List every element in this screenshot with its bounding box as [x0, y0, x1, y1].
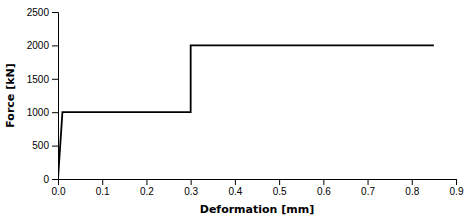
line — [58, 45, 434, 179]
x-tick: 0.8 — [405, 179, 419, 197]
x-tick: 0.3 — [184, 179, 198, 197]
x-tick-label: 0.0 — [52, 186, 66, 197]
x-tick: 0.2 — [140, 179, 154, 197]
y-tick: 500 — [32, 140, 58, 151]
y-tick-mark — [52, 12, 58, 13]
y-tick-mark — [52, 79, 58, 80]
y-tick-label: 2500 — [27, 7, 50, 18]
x-tick-mark — [323, 179, 324, 185]
x-tick: 0.5 — [273, 179, 287, 197]
x-tick-label: 0.3 — [184, 186, 198, 197]
x-axis-line — [59, 180, 457, 186]
y-tick-label: 500 — [32, 140, 49, 151]
x-tick: 0.9 — [450, 179, 464, 197]
x-tick-label: 0.7 — [361, 186, 375, 197]
y-tick-label: 1000 — [27, 107, 50, 118]
x-tick-label: 0.9 — [450, 186, 464, 197]
x-tick-mark — [146, 179, 147, 185]
y-tick-label: 1500 — [27, 74, 50, 85]
y-tick: 2500 — [27, 7, 58, 18]
x-tick: 0.6 — [317, 179, 331, 197]
marks — [58, 45, 434, 179]
x-tick-label: 0.1 — [96, 186, 110, 197]
x-tick-label: 0.6 — [317, 186, 331, 197]
x-tick-mark — [368, 179, 369, 185]
y-tick-mark — [52, 112, 58, 113]
x-tick-mark — [191, 179, 192, 185]
y-axis-line — [52, 13, 59, 180]
x-tick-mark — [102, 179, 103, 185]
y-tick: 1000 — [27, 107, 58, 118]
x-tick-label: 0.8 — [405, 186, 419, 197]
x-tick: 0.7 — [361, 179, 375, 197]
y-tick: 1500 — [27, 74, 58, 85]
y-tick-mark — [52, 45, 58, 46]
x-tick-mark — [456, 179, 457, 185]
x-axis: 0.0 0.1 0.2 0.3 0.4 0.5 0.6 0.7 0.8 0.9 — [52, 179, 464, 197]
y-tick-mark — [52, 146, 58, 147]
chart: 0.0 0.1 0.2 0.3 0.4 0.5 0.6 0.7 0.8 0.9 0 500 1000 15… — [0, 0, 474, 219]
x-tick-label: 0.5 — [273, 186, 287, 197]
x-tick-label: 0.2 — [140, 186, 154, 197]
x-tick-mark — [412, 179, 413, 185]
plot: 0.0 0.1 0.2 0.3 0.4 0.5 0.6 0.7 0.8 0.9 0 500 1000 15… — [27, 7, 464, 197]
y-tick: 0 — [43, 174, 58, 185]
x-axis-title: Deformation [mm] — [200, 203, 314, 216]
x-tick-mark — [235, 179, 236, 185]
x-tick: 0.4 — [228, 179, 242, 197]
x-tick: 0.0 — [52, 179, 66, 197]
x-tick: 0.1 — [96, 179, 110, 197]
x-tick-label: 0.4 — [228, 186, 242, 197]
x-tick-mark — [279, 179, 280, 185]
y-tick: 2000 — [27, 40, 58, 51]
y-axis-title: Force [kN] — [4, 63, 17, 127]
y-tick-mark — [52, 179, 58, 180]
y-tick-label: 2000 — [27, 40, 50, 51]
y-axis: 0 500 1000 1500 2000 2500 — [27, 7, 59, 185]
y-tick-label: 0 — [43, 174, 49, 185]
